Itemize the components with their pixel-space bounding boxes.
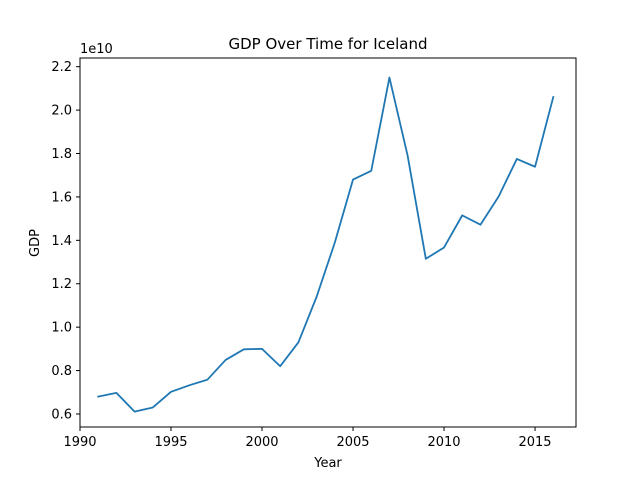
plot-area: 1990 1995 2000 2005 2010 2015 0.6 0.8 1.0 1.2 1.4 1… [51, 57, 577, 450]
x-tick-label-2: 2000 [245, 435, 278, 450]
y-tick-label-1: 0.8 [51, 364, 72, 379]
y-tick-label-5: 1.6 [51, 190, 72, 205]
x-axis-label: Year [313, 456, 342, 471]
y-scale-factor-label: 1e10 [80, 42, 113, 57]
x-tick-label-0: 1990 [63, 435, 96, 450]
series-line-0 [97, 76, 555, 413]
y-tick-label-6: 1.8 [51, 147, 72, 162]
y-axis-label: GDP [28, 229, 43, 257]
x-tick-label-1: 1995 [154, 435, 187, 450]
y-tick-label-2: 1.0 [51, 321, 72, 336]
y-tick-label-8: 2.2 [51, 60, 72, 75]
y-tick-label-3: 1.2 [51, 277, 72, 292]
chart-title: GDP Over Time for Iceland [229, 35, 428, 53]
x-tick-label-3: 2005 [336, 435, 369, 450]
plot-frame [79, 57, 577, 428]
y-tick-label-0: 0.6 [51, 407, 72, 422]
x-tick-label-5: 2015 [518, 435, 551, 450]
y-tick-label-7: 2.0 [51, 104, 72, 119]
y-tick-label-4: 1.4 [51, 234, 72, 249]
x-tick-label-4: 2010 [427, 435, 460, 450]
